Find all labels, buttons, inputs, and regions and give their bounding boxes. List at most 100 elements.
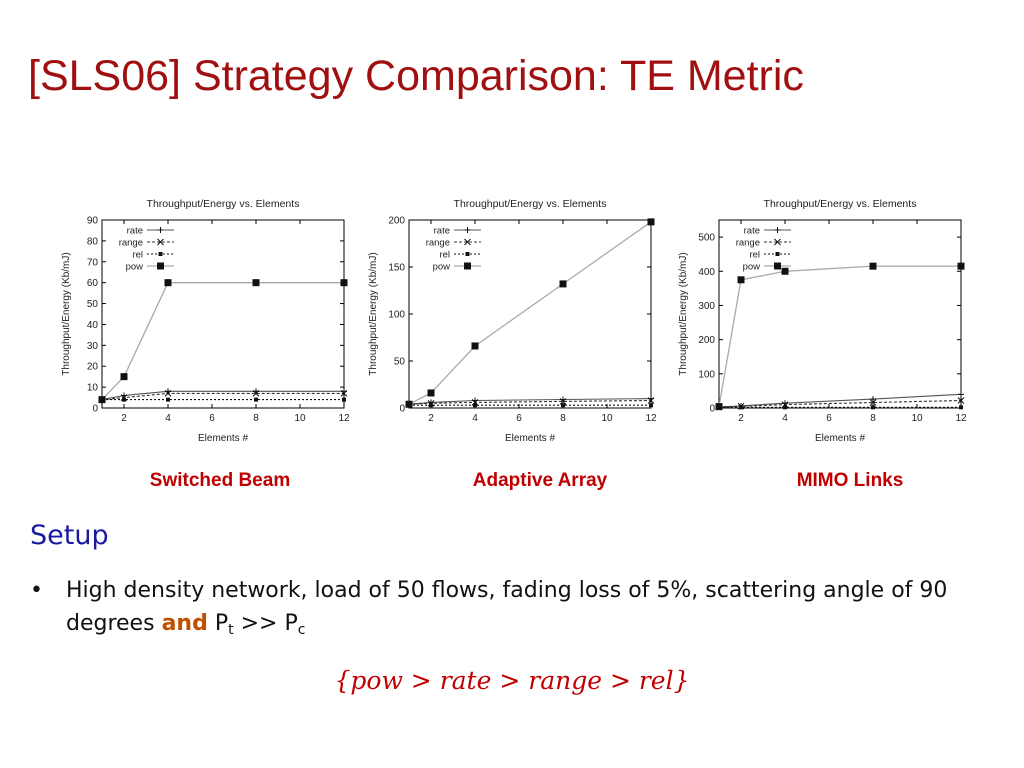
series-range [98, 390, 348, 403]
data-point-range [340, 390, 348, 397]
series-line-range [408, 399, 652, 405]
legend-marker-pow [157, 262, 164, 270]
y-tick-label: 400 [698, 267, 715, 278]
data-point-pow [559, 280, 567, 288]
series-line-range [718, 399, 962, 408]
data-point-pow [471, 342, 479, 350]
x-tick-label: 6 [209, 413, 215, 424]
x-tick-label: 12 [338, 413, 350, 424]
legend-marker-rate [464, 227, 471, 233]
plot-frame [101, 219, 345, 409]
data-point-pow [340, 279, 348, 287]
setup-bullet-text: High density network, load of 50 flows, … [66, 578, 948, 636]
series-line-pow [101, 282, 344, 401]
data-point-rel [122, 397, 126, 402]
data-point-rate [958, 391, 964, 398]
data-point-rate [782, 400, 788, 407]
legend-marker-range [464, 238, 471, 246]
data-point-pow [869, 262, 877, 270]
data-point-pow [957, 262, 965, 270]
legend-marker-rate [157, 227, 164, 233]
y-tick-label: 500 [698, 233, 715, 244]
legend-label-pow: pow [126, 262, 144, 273]
chart-svg: Throughput/Energy vs. Elements 0 100 200 300… [678, 198, 967, 444]
data-point-pow [98, 396, 106, 404]
caption-adaptive-array: Adaptive Array [472, 470, 608, 491]
chart-svg: Throughput/Energy vs. Elements 0 10 20 30 40 5… [61, 198, 350, 444]
data-point-pow [252, 279, 260, 287]
pt-symbol: P [214, 611, 229, 636]
series-rate [99, 388, 347, 403]
x-tick-label: 6 [516, 413, 522, 424]
x-tick-label: 8 [870, 413, 876, 424]
legend-label-rate: rate [127, 226, 143, 237]
chart-title: Throughput/Energy vs. Elements [147, 198, 300, 210]
series-pow [715, 262, 965, 411]
series-pow [405, 218, 655, 408]
y-tick-label: 20 [87, 362, 99, 373]
data-point-pow [781, 267, 789, 275]
y-tick-label: 60 [87, 278, 99, 289]
x-tick-label: 6 [826, 413, 832, 424]
legend-marker-rel [158, 252, 163, 256]
data-point-rel [342, 397, 346, 402]
legend-label-range: range [736, 238, 760, 249]
x-tick-label: 4 [165, 413, 171, 424]
x-axis-label: Elements # [505, 433, 555, 444]
bullet-dot-icon: • [30, 578, 43, 603]
legend-marker-range [774, 238, 781, 246]
pc-subscript: c [297, 622, 306, 638]
data-point-rel [166, 397, 170, 402]
y-tick-label: 100 [388, 310, 405, 321]
data-point-pow [405, 400, 413, 408]
legend-label-pow: pow [433, 262, 451, 273]
series-rel [100, 397, 346, 402]
power-pc: Pc [284, 611, 306, 638]
chart-switched-beam: Throughput/Energy vs. Elements 0 10 20 30 40 5… [55, 190, 355, 450]
y-axis-label: Throughput/Energy (Kb/mJ) [678, 252, 689, 375]
legend-label-rate: rate [434, 226, 450, 237]
data-point-pow [120, 373, 128, 381]
y-tick-label: 10 [87, 383, 99, 394]
x-axis-label: Elements # [815, 433, 865, 444]
x-tick-label: 12 [645, 413, 657, 424]
data-point-rel [473, 403, 477, 408]
y-tick-label: 150 [388, 263, 405, 274]
slide-title: [SLS06] Strategy Comparison: TE Metric [28, 52, 804, 100]
plot-frame [718, 219, 962, 409]
legend-label-rel: rel [749, 250, 760, 261]
x-tick-label: 10 [294, 413, 306, 424]
y-tick-label: 200 [388, 216, 405, 227]
legend-label-range: range [426, 238, 450, 249]
y-tick-label: 80 [87, 236, 99, 247]
data-point-pow [164, 279, 172, 287]
emphasis-and: and [161, 611, 208, 636]
data-point-range [164, 390, 172, 397]
pt-subscript: t [228, 622, 234, 638]
setup-heading: Setup [30, 520, 109, 551]
y-tick-label: 100 [698, 369, 715, 380]
y-tick-label: 30 [87, 341, 99, 352]
chart-adaptive-array: Throughput/Energy vs. Elements 0 50 100 150 2… [362, 190, 662, 450]
data-point-pow [715, 403, 723, 411]
data-point-rel [254, 397, 258, 402]
power-pt: Pt [214, 611, 234, 638]
legend-marker-rate [774, 227, 781, 233]
series-line-pow [718, 265, 961, 407]
caption-switched-beam: Switched Beam [149, 470, 291, 491]
data-point-rel [959, 405, 963, 410]
legend-marker-range [157, 238, 164, 246]
y-axis-label: Throughput/Energy (Kb/mJ) [368, 252, 379, 375]
x-tick-label: 4 [782, 413, 788, 424]
data-point-range [252, 390, 260, 397]
y-tick-label: 70 [87, 257, 99, 268]
y-tick-label: 50 [394, 357, 406, 368]
data-point-range [957, 397, 965, 404]
legend-label-rate: rate [744, 226, 760, 237]
legend-marker-pow [464, 262, 471, 270]
x-tick-label: 8 [253, 413, 259, 424]
caption-mimo-links: MIMO Links [796, 470, 904, 491]
series-rel [407, 403, 653, 408]
series-line-rate [101, 390, 344, 401]
